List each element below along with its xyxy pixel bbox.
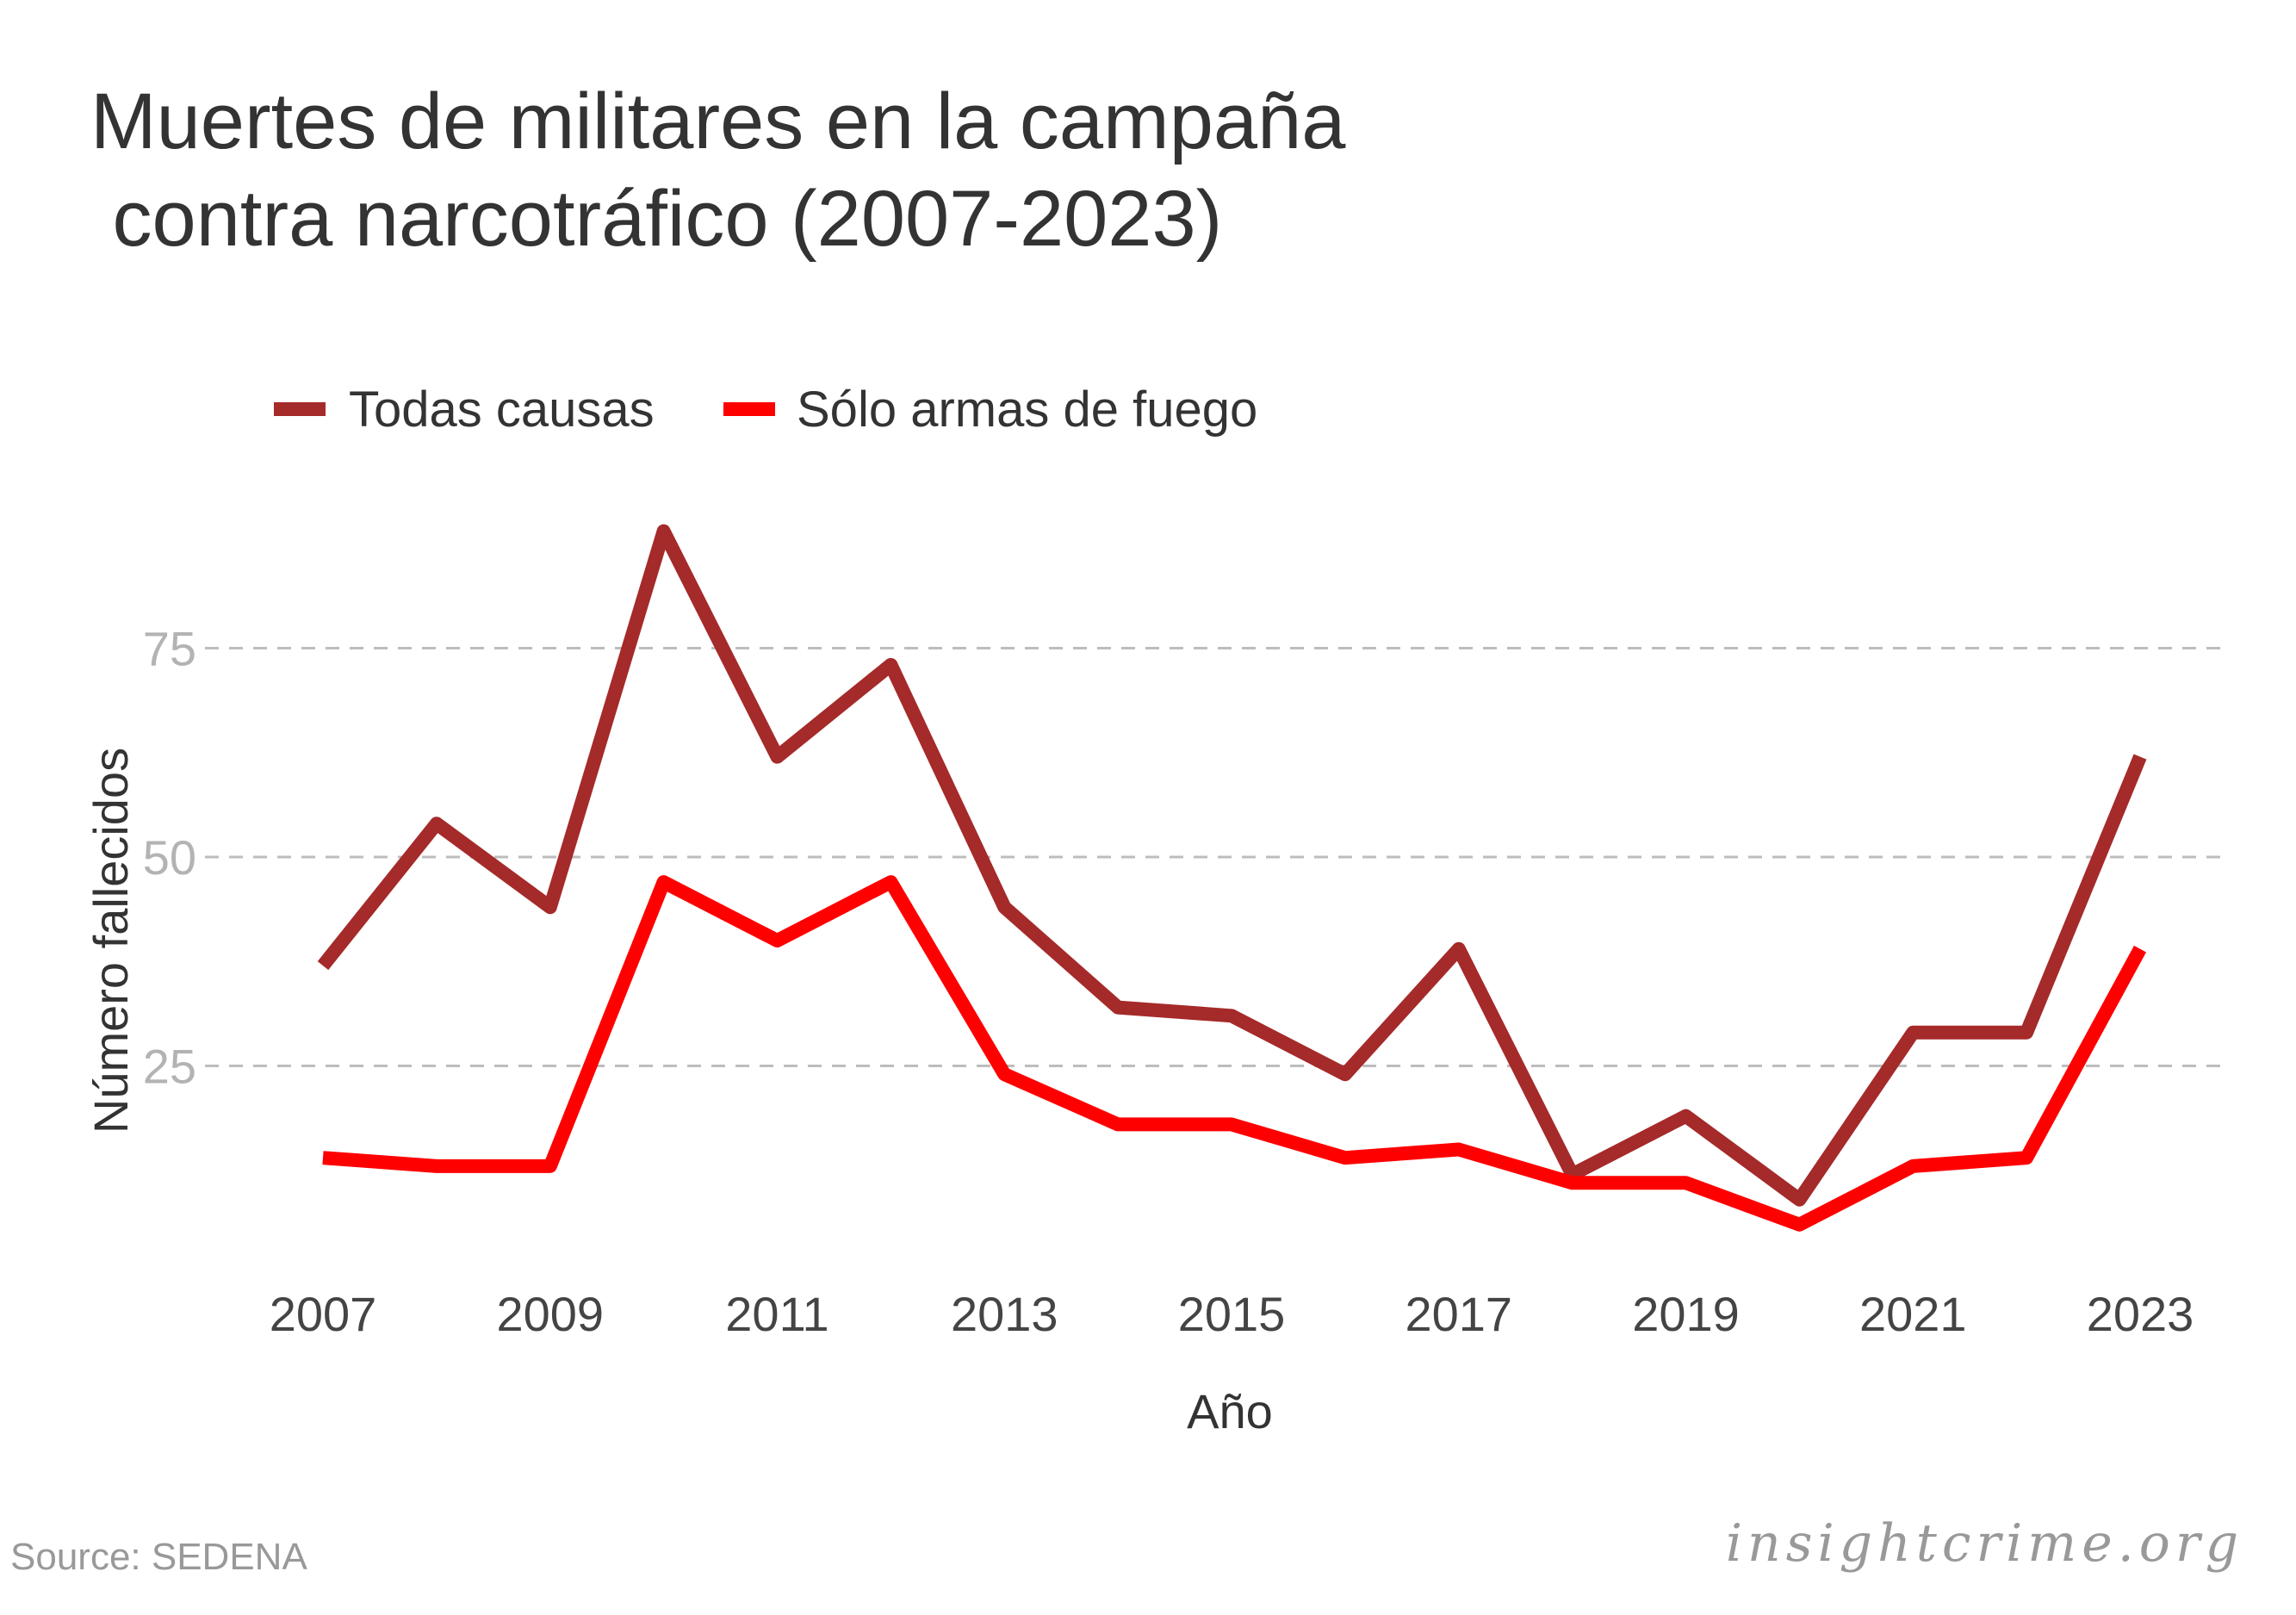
x-tick-label: 2015	[1178, 1287, 1286, 1341]
x-tick-label: 2023	[2087, 1287, 2194, 1341]
series-line-todas-causas	[317, 524, 2147, 1207]
x-tick-label: 2011	[725, 1287, 828, 1341]
source-note: Source: SEDENA	[10, 1536, 307, 1578]
legend-label: Todas causas	[349, 382, 655, 438]
y-axis-label: Número fallecidos	[84, 748, 138, 1134]
legend-label: Sólo armas de fuego	[797, 382, 1257, 438]
x-axis-label: Año	[1187, 1384, 1273, 1438]
y-tick-label: 75	[143, 622, 196, 676]
x-tick-label: 2019	[1632, 1287, 1740, 1341]
x-tick-label: 2007	[270, 1287, 377, 1341]
series-line-solo-armas-de-fuego	[322, 875, 2147, 1232]
x-tick-label: 2017	[1405, 1287, 1512, 1341]
gridlines	[205, 647, 2231, 1067]
chart-title-line-1: Muertes de militares en la campaña	[90, 78, 1346, 165]
y-tick-label: 50	[143, 830, 196, 885]
series-lines	[317, 524, 2147, 1232]
chart-title-line-2: contra narcotráfico (2007-2023)	[90, 175, 1222, 263]
y-tick-labels: 25 50 75	[143, 622, 196, 1094]
x-tick-label: 2009	[496, 1287, 604, 1341]
y-tick-label: 25	[143, 1040, 196, 1094]
x-tick-label: 2013	[951, 1287, 1058, 1341]
x-tick-label: 2021	[1859, 1287, 1967, 1341]
x-tick-labels: 2007 2009 2011 2013 2015 2017 2019 2021 2023	[270, 1287, 2194, 1341]
brand-watermark: insightcrime.org	[1726, 1513, 2243, 1574]
legend: Todas causas Sólo armas de fuego	[274, 382, 1257, 438]
